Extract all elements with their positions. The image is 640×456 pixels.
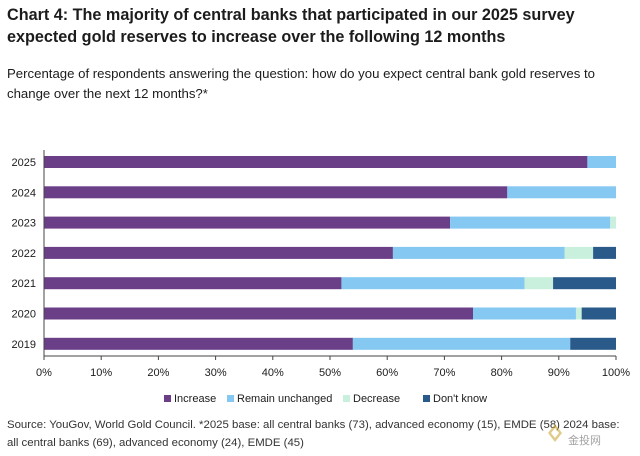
bar-2020-increase xyxy=(44,307,473,320)
x-tick-label: 0% xyxy=(36,367,52,379)
watermark-text: 金投网 xyxy=(568,433,601,447)
bar-2021-decrease xyxy=(524,277,554,290)
legend-label: Decrease xyxy=(353,393,400,405)
y-axis-categories: 2025 2024 2023 2022 2021 2020 2019 xyxy=(12,157,36,351)
chart-title: Chart 4: The majority of central banks t… xyxy=(7,6,575,46)
bar-2022-decrease xyxy=(564,246,594,259)
bar-2025-increase xyxy=(44,156,588,168)
x-tick-label: 30% xyxy=(205,367,227,379)
legend-swatch xyxy=(423,395,430,402)
legend-label: Remain unchanged xyxy=(237,393,332,405)
bar-2023-remain-unchanged xyxy=(450,216,611,229)
stacked-bar-chart: 0% 10% 20% 30% 40% 50% 60% 70% 80% 90% 100% 202520… xyxy=(12,150,630,405)
x-tick-label: 90% xyxy=(548,367,570,379)
x-tick-label: 70% xyxy=(433,367,455,379)
bar-2022-increase xyxy=(44,246,393,259)
bar-2021-increase xyxy=(44,277,342,290)
x-tick-label: 80% xyxy=(491,367,513,379)
x-tick-label: 10% xyxy=(90,367,112,379)
category-label: 2021 xyxy=(12,278,36,290)
bar-2021-remain-unchanged xyxy=(341,277,525,290)
bar-2019-don-t-know xyxy=(570,337,616,350)
bar-2025-remain-unchanged xyxy=(587,156,616,168)
category-label: 2020 xyxy=(12,309,36,321)
legend-swatch xyxy=(227,395,234,402)
source-note: Source: YouGov, World Gold Council. *202… xyxy=(7,419,620,449)
legend-label: Increase xyxy=(174,393,216,405)
x-tick-label: 60% xyxy=(376,367,398,379)
watermark-logo: 金投网 xyxy=(548,424,601,447)
bar-2024-remain-unchanged xyxy=(507,186,616,199)
legend-swatch xyxy=(343,395,350,402)
legend: Increase Remain unchanged Decrease Don't kn… xyxy=(164,393,487,405)
bar-2022-don-t-know xyxy=(593,246,616,259)
bar-2024-increase xyxy=(44,186,508,199)
bar-2019-remain-unchanged xyxy=(352,337,571,350)
bar-2020-don-t-know xyxy=(581,307,616,320)
x-tick-label: 40% xyxy=(262,367,284,379)
category-label: 2022 xyxy=(12,248,36,260)
bar-2020-decrease xyxy=(575,307,582,320)
bar-2021-don-t-know xyxy=(553,277,616,290)
chart-subtitle: Percentage of respondents answering the … xyxy=(7,66,595,101)
category-label: 2025 xyxy=(12,157,36,169)
legend-swatch xyxy=(164,395,171,402)
category-label: 2023 xyxy=(12,218,36,230)
x-tick-label: 20% xyxy=(147,367,169,379)
x-axis-ticks: 0% 10% 20% 30% 40% 50% 60% 70% 80% 90% 100% xyxy=(36,356,630,379)
category-label: 2024 xyxy=(12,187,36,199)
bar-2019-increase xyxy=(44,337,353,350)
bar-2020-remain-unchanged xyxy=(473,307,576,320)
x-tick-label: 50% xyxy=(319,367,341,379)
bar-2023-decrease xyxy=(610,216,616,229)
bar-2023-increase xyxy=(44,216,451,229)
bars-group xyxy=(44,156,616,350)
category-label: 2019 xyxy=(12,339,36,351)
x-tick-label: 100% xyxy=(602,367,630,379)
legend-label: Don't know xyxy=(433,393,487,405)
bar-2022-remain-unchanged xyxy=(392,246,565,259)
